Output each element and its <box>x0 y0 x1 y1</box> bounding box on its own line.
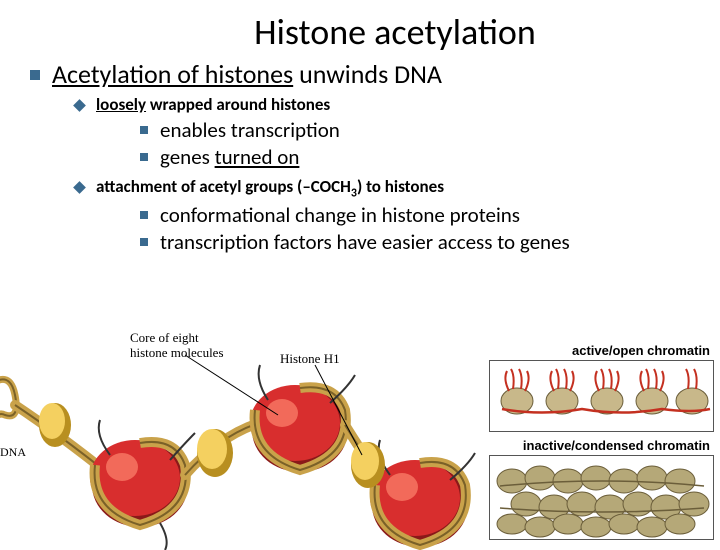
histone-h1 <box>39 403 71 447</box>
genes-prefix: genes <box>160 144 215 170</box>
condensed-chromatin-icon <box>492 456 712 538</box>
bullet-genes-on: genes turned on <box>140 144 720 170</box>
diagram-area: Core of eight histone molecules Histone … <box>0 325 720 550</box>
small-square-bullet-icon <box>140 126 148 134</box>
histone-h1 <box>197 429 233 477</box>
active-chromatin-box <box>489 360 714 432</box>
slide-content: Acetylation of histones unwinds DNA loos… <box>0 54 720 255</box>
bullet-loosely-text: loosely wrapped around histones <box>96 94 330 115</box>
nucleosome-2 <box>250 365 355 472</box>
bullet-attachment-text: attachment of acetyl groups (–COCH3) to … <box>96 176 444 200</box>
bullet-attachment: attachment of acetyl groups (–COCH3) to … <box>75 176 720 200</box>
bullet-tf-access-text: transcription factors have easier access… <box>160 229 570 255</box>
genes-underlined: turned on <box>215 144 300 170</box>
heading-underlined: Acetylation of histones <box>52 58 293 90</box>
bullet-conformational-text: conformational change in histone protein… <box>160 202 520 228</box>
square-bullet-icon <box>30 70 40 80</box>
attach-suffix: ) to histones <box>357 176 444 197</box>
loosely-underlined: loosely <box>96 94 146 115</box>
diamond-bullet-icon <box>73 181 86 194</box>
active-chromatin-label: active/open chromatin <box>489 341 714 360</box>
histone-h1 <box>351 442 385 488</box>
bullet-enables-text: enables transcription <box>160 117 340 143</box>
small-square-bullet-icon <box>140 153 148 161</box>
diamond-bullet-icon <box>73 99 86 112</box>
attach-prefix: attachment of acetyl groups (–COCH <box>96 176 351 197</box>
active-chromatin-icon <box>492 361 712 431</box>
chromatin-panel: active/open chromatin <box>489 341 714 544</box>
bullet-enables: enables transcription <box>140 117 720 143</box>
bullet-conformational: conformational change in histone protein… <box>140 202 720 228</box>
bullet-tf-access: transcription factors have easier access… <box>140 229 720 255</box>
small-square-bullet-icon <box>140 238 148 246</box>
small-square-bullet-icon <box>140 211 148 219</box>
core-label-line2: histone molecules <box>130 345 224 360</box>
inactive-chromatin-label: inactive/condensed chromatin <box>489 436 714 455</box>
nucleosome-1 <box>90 420 195 550</box>
heading-row: Acetylation of histones unwinds DNA <box>30 58 720 90</box>
bullet-genes-on-text: genes turned on <box>160 144 299 170</box>
nucleosome-3 <box>370 440 475 547</box>
loosely-rest: wrapped around histones <box>146 94 330 115</box>
h1-label: Histone H1 <box>280 351 340 367</box>
bullet-loosely: loosely wrapped around histones <box>75 94 720 115</box>
core-label-line1: Core of eight <box>130 330 199 345</box>
inactive-chromatin-box <box>489 455 714 540</box>
nucleosome-diagram <box>0 325 480 550</box>
page-title: Histone acetylation <box>70 10 720 54</box>
heading-rest: unwinds DNA <box>293 58 442 90</box>
heading-text: Acetylation of histones unwinds DNA <box>52 58 442 90</box>
core-label: Core of eight histone molecules <box>130 331 224 361</box>
dna-label: DNA <box>0 445 26 460</box>
